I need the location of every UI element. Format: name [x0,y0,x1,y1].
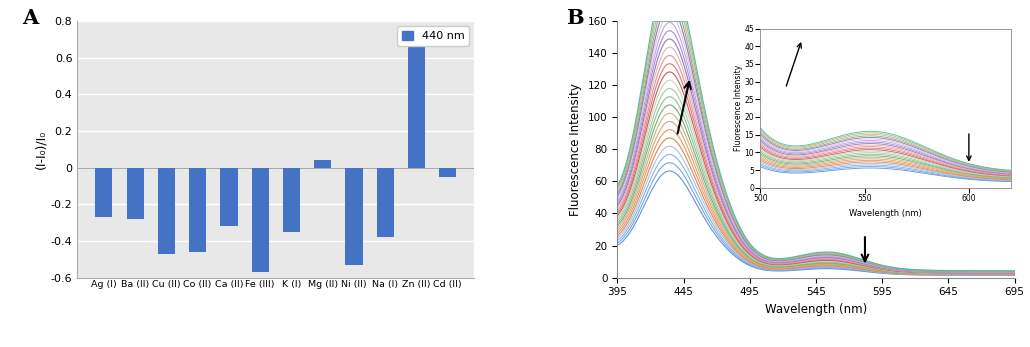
Bar [220,168,238,226]
Bar [251,168,269,272]
Bar [96,168,112,217]
Bar [158,168,175,254]
Bar [190,168,206,252]
Text: B: B [565,8,583,28]
Y-axis label: Fluorescence Intensity: Fluorescence Intensity [570,83,582,215]
Bar [127,168,144,219]
Bar [314,160,332,168]
Legend: 440 nm: 440 nm [398,26,469,46]
Bar [439,168,456,177]
Bar [345,168,363,265]
X-axis label: Wavelength (nm): Wavelength (nm) [765,303,867,316]
Text: A: A [22,8,38,28]
Bar [377,168,393,237]
Bar [283,168,300,232]
Bar [408,34,425,168]
Y-axis label: (I-I₀)/I₀: (I-I₀)/I₀ [35,130,47,169]
